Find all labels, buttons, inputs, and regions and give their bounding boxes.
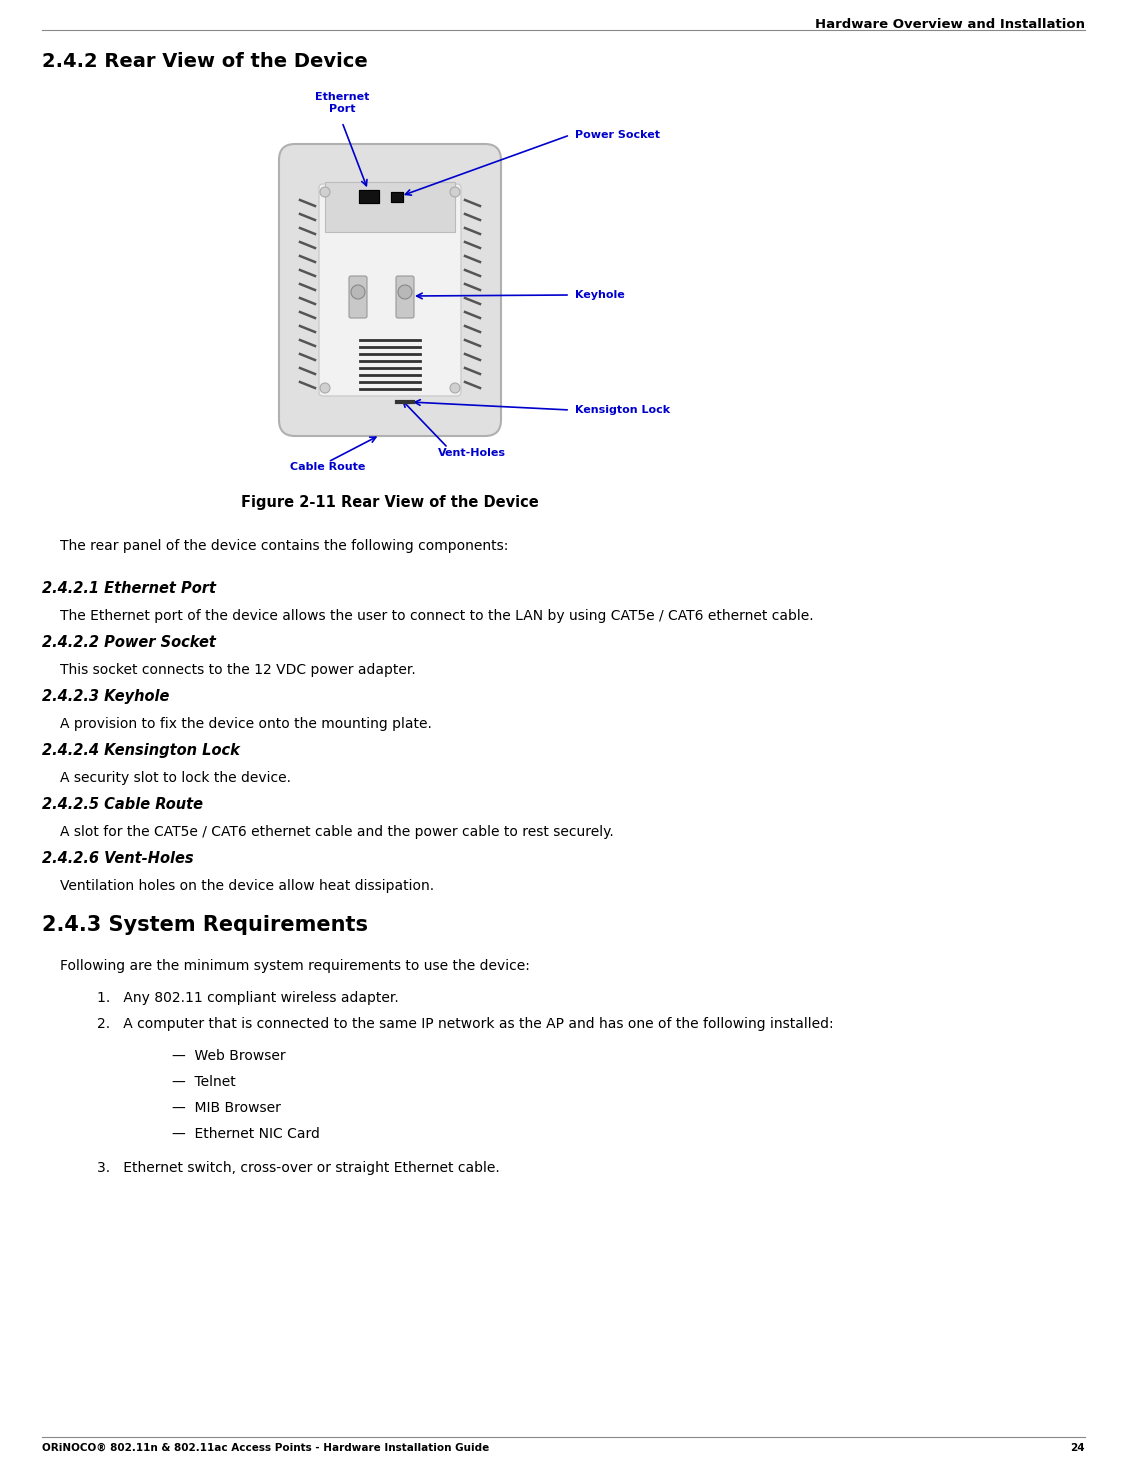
Text: Power Socket: Power Socket	[575, 129, 660, 140]
Bar	[391, 192, 403, 203]
Text: 2.4.2.3 Keyhole: 2.4.2.3 Keyhole	[42, 689, 169, 704]
FancyBboxPatch shape	[319, 184, 461, 397]
Text: 2.4.3 System Requirements: 2.4.3 System Requirements	[42, 915, 369, 934]
Circle shape	[450, 383, 460, 394]
Text: Vent-Holes: Vent-Holes	[438, 448, 506, 458]
Text: 3.   Ethernet switch, cross-over or straight Ethernet cable.: 3. Ethernet switch, cross-over or straig…	[97, 1161, 499, 1175]
Text: ORiNOCO® 802.11n & 802.11ac Access Points - Hardware Installation Guide: ORiNOCO® 802.11n & 802.11ac Access Point…	[42, 1443, 489, 1453]
Text: This socket connects to the 12 VDC power adapter.: This socket connects to the 12 VDC power…	[60, 663, 416, 677]
Text: Keyhole: Keyhole	[575, 289, 624, 300]
Text: 2.4.2.5 Cable Route: 2.4.2.5 Cable Route	[42, 798, 203, 812]
Text: Cable Route: Cable Route	[291, 461, 365, 472]
Text: 2.4.2 Rear View of the Device: 2.4.2 Rear View of the Device	[42, 51, 367, 71]
Circle shape	[350, 285, 365, 300]
Text: 24: 24	[1071, 1443, 1085, 1453]
Text: —  Ethernet NIC Card: — Ethernet NIC Card	[172, 1127, 320, 1141]
Circle shape	[320, 383, 330, 394]
Text: A security slot to lock the device.: A security slot to lock the device.	[60, 771, 291, 784]
FancyBboxPatch shape	[279, 144, 502, 436]
Text: Ethernet
Port: Ethernet Port	[314, 93, 370, 113]
Text: The rear panel of the device contains the following components:: The rear panel of the device contains th…	[60, 539, 508, 552]
FancyBboxPatch shape	[349, 276, 367, 317]
Text: 2.4.2.4 Kensington Lock: 2.4.2.4 Kensington Lock	[42, 743, 240, 758]
Circle shape	[450, 187, 460, 197]
Bar	[360, 190, 379, 203]
Text: A provision to fix the device onto the mounting plate.: A provision to fix the device onto the m…	[60, 717, 432, 732]
Text: Following are the minimum system requirements to use the device:: Following are the minimum system require…	[60, 959, 530, 972]
Bar	[391, 192, 403, 203]
Text: 2.   A computer that is connected to the same IP network as the AP and has one o: 2. A computer that is connected to the s…	[97, 1017, 834, 1031]
Text: —  Telnet: — Telnet	[172, 1075, 236, 1089]
Bar	[360, 190, 379, 203]
Text: Hardware Overview and Installation: Hardware Overview and Installation	[815, 18, 1085, 31]
Text: Figure 2-11 Rear View of the Device: Figure 2-11 Rear View of the Device	[241, 495, 539, 510]
Text: 2.4.2.2 Power Socket: 2.4.2.2 Power Socket	[42, 635, 216, 649]
Text: Ventilation holes on the device allow heat dissipation.: Ventilation holes on the device allow he…	[60, 878, 434, 893]
Text: —  MIB Browser: — MIB Browser	[172, 1100, 281, 1115]
Text: Kensigton Lock: Kensigton Lock	[575, 405, 671, 416]
Text: A slot for the CAT5e / CAT6 ethernet cable and the power cable to rest securely.: A slot for the CAT5e / CAT6 ethernet cab…	[60, 826, 614, 839]
FancyBboxPatch shape	[396, 276, 414, 317]
Bar	[325, 182, 455, 232]
Text: The Ethernet port of the device allows the user to connect to the LAN by using C: The Ethernet port of the device allows t…	[60, 610, 814, 623]
Text: 2.4.2.1 Ethernet Port: 2.4.2.1 Ethernet Port	[42, 582, 216, 596]
Text: 2.4.2.6 Vent-Holes: 2.4.2.6 Vent-Holes	[42, 851, 194, 867]
Text: —  Web Browser: — Web Browser	[172, 1049, 285, 1064]
Text: 1.   Any 802.11 compliant wireless adapter.: 1. Any 802.11 compliant wireless adapter…	[97, 992, 399, 1005]
Circle shape	[398, 285, 412, 300]
Circle shape	[320, 187, 330, 197]
